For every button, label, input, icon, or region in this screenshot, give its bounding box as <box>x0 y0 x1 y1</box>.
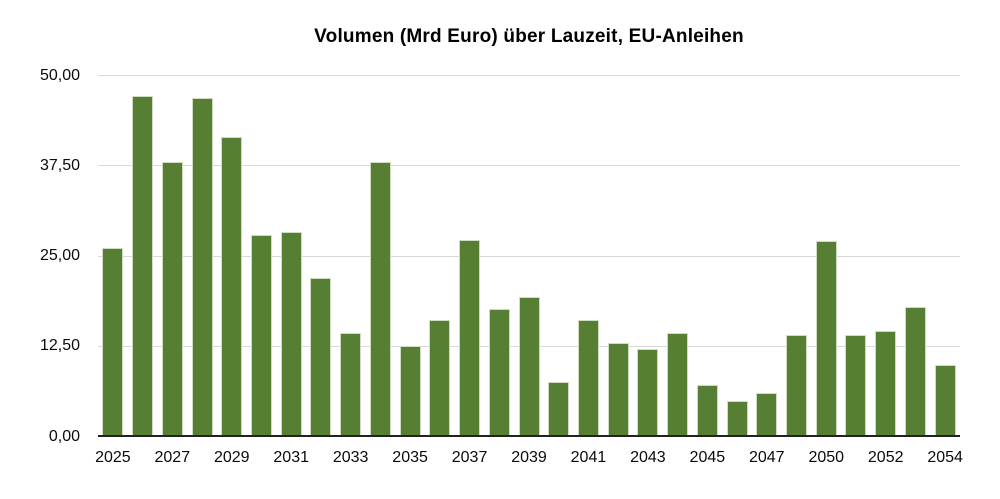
plot-area <box>98 75 960 437</box>
bar-2027 <box>161 161 183 436</box>
bar-2051 <box>845 334 867 436</box>
bar-2026 <box>132 95 154 436</box>
bar-2030 <box>250 235 272 436</box>
bar-2033 <box>340 332 362 436</box>
bar-2028 <box>191 98 213 436</box>
bar-2043 <box>637 348 659 436</box>
bar-2054 <box>934 364 956 436</box>
x-axis-line <box>98 435 960 437</box>
bar-2042 <box>607 342 629 436</box>
bar-2032 <box>310 277 332 436</box>
bar-2046 <box>726 400 748 436</box>
bar-2053 <box>904 307 926 436</box>
gridline-50 <box>98 75 960 76</box>
bar-2050 <box>815 241 837 436</box>
y-tick-label: 12,50 <box>39 337 80 355</box>
bar-2031 <box>280 231 302 436</box>
bar-2025 <box>102 247 124 436</box>
bar-2048 <box>786 334 808 436</box>
x-tick-label-2047: 2047 <box>748 449 785 466</box>
bar-2039 <box>518 296 540 436</box>
x-tick-label-2025: 2025 <box>95 449 131 466</box>
bar-2035 <box>399 345 421 436</box>
x-tick-label-2041: 2041 <box>570 449 607 466</box>
bar-2052 <box>875 331 897 436</box>
bar-2041 <box>577 320 599 436</box>
bar-2038 <box>488 308 510 436</box>
gridline-25 <box>98 255 960 257</box>
x-tick-label-2033: 2033 <box>332 449 369 466</box>
y-tick-label: 0,00 <box>48 427 80 445</box>
x-tick-label-2035: 2035 <box>392 449 428 466</box>
y-tick-label: 37,50 <box>39 156 80 174</box>
x-tick-label-2043: 2043 <box>630 449 666 466</box>
x-tick-label-2054: 2054 <box>927 449 963 466</box>
chart-title: Volumen (Mrd Euro) über Lauzeit, EU-Anle… <box>314 26 744 47</box>
bar-2040 <box>548 381 570 436</box>
y-tick-label: 50,00 <box>39 66 80 84</box>
bar-2029 <box>221 137 243 436</box>
bar-2045 <box>696 385 718 436</box>
bar-2047 <box>756 392 778 436</box>
bar-2034 <box>369 161 391 436</box>
x-tick-label-2039: 2039 <box>511 449 547 466</box>
bar-2044 <box>667 332 689 436</box>
x-tick-label-2052: 2052 <box>867 449 904 466</box>
x-tick-label-2031: 2031 <box>273 449 309 466</box>
x-tick-label-2037: 2037 <box>451 449 488 466</box>
bar-2036 <box>429 320 451 436</box>
x-tick-label-2029: 2029 <box>213 449 250 466</box>
y-tick-label: 25,00 <box>39 247 80 264</box>
gridline-37.5 <box>98 165 960 167</box>
bar-2037 <box>459 240 481 436</box>
x-tick-label-2050: 2050 <box>808 449 845 466</box>
x-tick-label-2045: 2045 <box>689 449 726 466</box>
x-tick-label-2027: 2027 <box>154 449 191 466</box>
